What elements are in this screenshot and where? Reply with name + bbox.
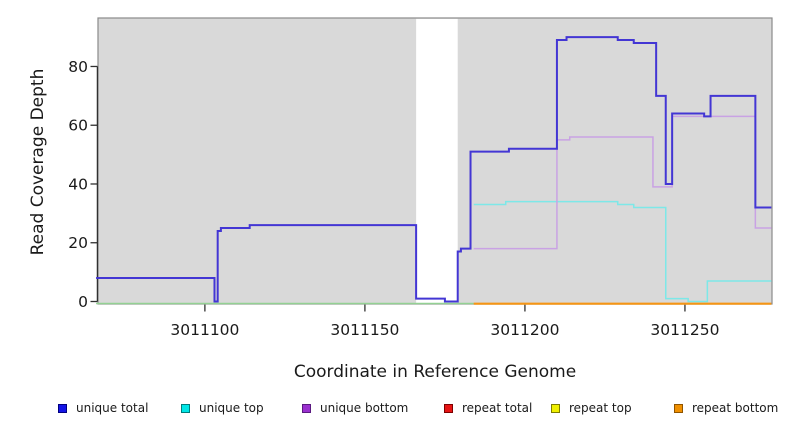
x-axis-title: Coordinate in Reference Genome [293, 362, 577, 382]
no-data-band [416, 18, 458, 304]
x-tick-label: 3011200 [490, 321, 559, 339]
x-tick-label: 3011100 [170, 321, 239, 339]
x-tick-label: 3011150 [330, 321, 399, 339]
y-tick-label: 60 [68, 117, 88, 135]
y-tick-label: 80 [68, 58, 88, 76]
y-axis-title: Read Coverage Depth [28, 68, 48, 256]
series-line-unique-total [96, 36, 772, 303]
x-tick-label: 3011250 [650, 321, 719, 339]
y-tick-label: 40 [68, 175, 88, 193]
y-tick-label: 20 [68, 234, 88, 252]
y-tick-label: 0 [78, 293, 88, 311]
series-line-unique-top [473, 200, 772, 303]
